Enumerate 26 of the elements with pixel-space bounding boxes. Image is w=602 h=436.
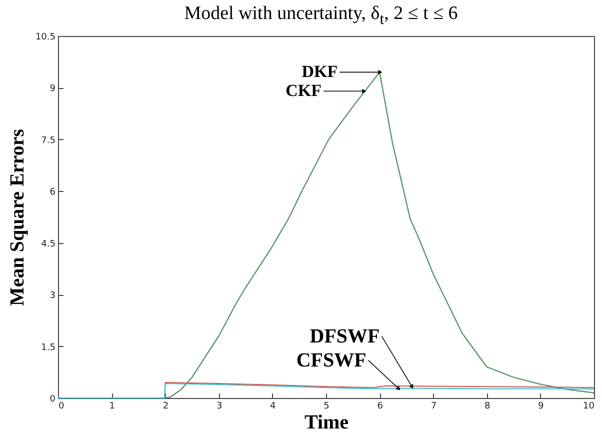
y-axis-title: Mean Square Errors xyxy=(6,128,28,306)
y-tick-label: 3 xyxy=(50,291,56,302)
y-tick-label: 9 xyxy=(50,84,56,94)
y-tick-label: 7.5 xyxy=(41,136,56,146)
annotation: DFSWF xyxy=(310,325,380,348)
annotation: CFSWF xyxy=(296,349,366,372)
y-tick-label: 0 xyxy=(50,394,56,404)
annotation: DKF xyxy=(302,62,338,82)
x-tick-label: 2 xyxy=(162,402,169,412)
x-axis-title: Time xyxy=(304,412,349,434)
annotation: CKF xyxy=(286,81,322,100)
x-tick-label: 6 xyxy=(377,402,384,412)
x-tick-label: 3 xyxy=(216,402,222,412)
y-tick-label: 10.5 xyxy=(35,32,56,42)
x-tick-label: 9 xyxy=(538,402,544,412)
chart-title: Model with uncertainty, δ$_{t}$, 2 ≤ t ≤ 6 xyxy=(183,2,459,28)
x-tick-label: 10 xyxy=(583,402,595,412)
x-tick-label: 0 xyxy=(58,402,64,412)
y-tick-label: 4.5 xyxy=(41,239,56,250)
x-tick-label: 5 xyxy=(324,402,330,412)
x-tick-label: 1 xyxy=(109,402,115,412)
x-tick-label: 7 xyxy=(430,402,437,412)
x-tick-label: 4 xyxy=(270,402,276,412)
x-tick-label: 8 xyxy=(484,402,490,412)
y-tick-label: 6 xyxy=(50,188,56,198)
y-tick-label: 1.5 xyxy=(41,342,56,353)
